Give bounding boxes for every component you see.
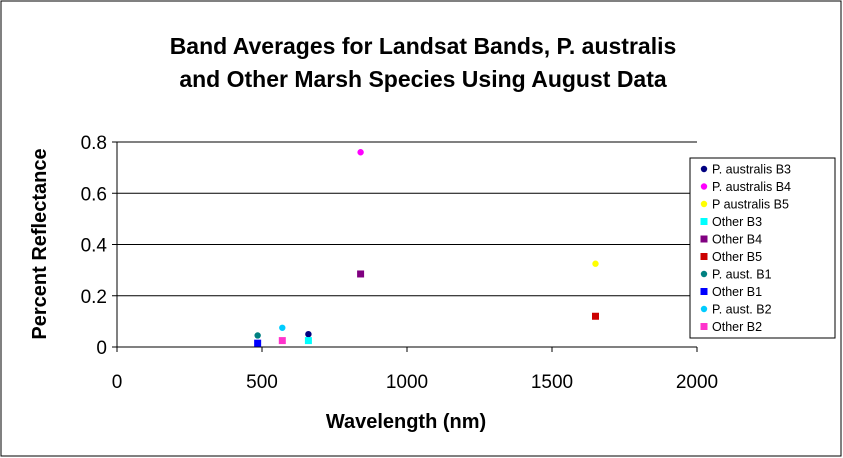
legend-marker — [700, 323, 708, 330]
data-point-series-1 — [357, 149, 364, 156]
x-tick-label: 1500 — [531, 372, 573, 393]
legend-marker — [700, 183, 708, 190]
y-tick-label: 0.2 — [81, 287, 107, 308]
data-point-series-2 — [592, 260, 599, 267]
legend-marker — [700, 305, 708, 313]
chart-title-line-2: and Other Marsh Species Using August Dat… — [179, 66, 667, 92]
chart-title-line-1: Band Averages for Landsat Bands, P. aust… — [170, 33, 677, 59]
legend-marker — [700, 253, 708, 260]
legend-entry: P. aust. B2 — [712, 303, 772, 317]
plot-area — [117, 141, 697, 347]
data-point-series-0 — [305, 330, 312, 338]
y-axis-title: Percent Reflectance — [29, 148, 51, 339]
legend-entry: P. australis B3 — [712, 163, 791, 177]
legend-marker — [700, 200, 708, 208]
legend-marker — [700, 235, 708, 243]
legend: P. australis B3 P. australis B4 P australi… — [689, 157, 836, 339]
y-tick-label: 0 — [96, 338, 107, 359]
legend-marker — [700, 218, 708, 225]
data-point-series-4 — [357, 270, 365, 278]
data-point-series-9 — [278, 337, 286, 345]
data-point-series-3 — [304, 337, 312, 345]
legend-box — [689, 157, 836, 339]
legend-entry: Other B2 — [712, 320, 762, 334]
y-tick-label: 0.4 — [81, 236, 108, 257]
x-tick-label: 0 — [112, 372, 123, 393]
legend-entry: Other B4 — [712, 233, 762, 247]
legend-marker — [700, 165, 708, 173]
x-axis-title: Wavelength (nm) — [326, 411, 486, 433]
legend-entry: P. australis B4 — [712, 180, 791, 194]
data-point-series-5 — [592, 312, 599, 320]
data-point-series-6 — [254, 332, 261, 339]
axes: 0 0.2 0.4 0.6 0.8 0 500 1000 1500 2000 — [81, 133, 719, 393]
y-tick-label: 0.6 — [81, 184, 107, 205]
legend-marker — [700, 288, 708, 295]
legend-entry: Other B3 — [712, 215, 762, 229]
legend-marker — [700, 270, 708, 278]
legend-entry: P australis B5 — [712, 198, 789, 212]
x-tick-label: 500 — [246, 372, 278, 393]
legend-entry: P. aust. B1 — [712, 268, 772, 282]
y-tick-label: 0.8 — [81, 133, 107, 154]
x-tick-label: 1000 — [386, 372, 428, 393]
data-point-series-7 — [254, 339, 262, 347]
x-tick-label: 2000 — [676, 372, 718, 393]
legend-entry: Other B5 — [712, 250, 762, 264]
data-points — [254, 149, 599, 347]
data-point-series-8 — [279, 324, 286, 331]
legend-entry: Other B1 — [712, 285, 762, 299]
